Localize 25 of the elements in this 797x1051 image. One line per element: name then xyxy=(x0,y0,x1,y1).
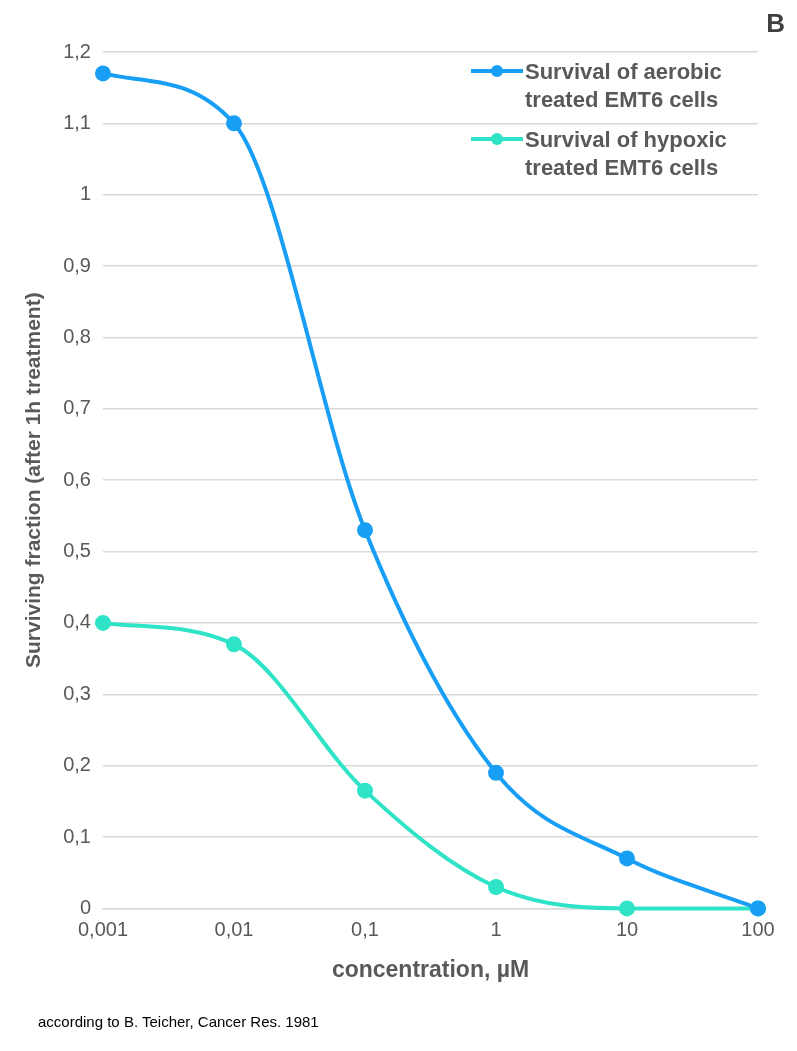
x-tick-label: 1 xyxy=(490,917,502,940)
x-tick-label: 100 xyxy=(741,917,775,940)
x-tick-label: 0,01 xyxy=(214,917,254,940)
x-axis-title: concentration, µM xyxy=(331,955,530,982)
legend-label: Survival of hypoxic treated EMT6 cells xyxy=(525,126,728,182)
y-axis-title: Surviving fraction (after 1h treatment) xyxy=(21,292,45,669)
text: according to B. Teicher, Cancer Res. 1981 xyxy=(38,1013,319,1030)
y-tick-label: 0,4 xyxy=(63,610,91,633)
y-tick-label: 0,5 xyxy=(63,539,91,562)
y-tick-label: 0,2 xyxy=(63,753,91,776)
x-tick-label: 0,1 xyxy=(351,917,379,940)
legend-label: Survival of aerobic treated EMT6 cells xyxy=(525,58,723,114)
y-tick-label: 0,6 xyxy=(63,467,91,490)
text: B xyxy=(766,8,785,39)
y-tick-label: 0,3 xyxy=(63,681,91,704)
x-tick-label: 0,001 xyxy=(77,917,129,940)
x-tick-label: 10 xyxy=(615,917,639,940)
y-tick-label: 0,9 xyxy=(63,253,91,276)
y-tick-label: 1 xyxy=(79,182,91,205)
y-tick-label: 0 xyxy=(79,895,91,918)
y-tick-label: 0,1 xyxy=(63,824,91,847)
y-tick-label: 1,2 xyxy=(63,39,91,62)
y-tick-label: 0,8 xyxy=(63,324,91,347)
y-tick-label: 1,1 xyxy=(63,110,91,133)
y-tick-label: 0,7 xyxy=(63,396,91,419)
